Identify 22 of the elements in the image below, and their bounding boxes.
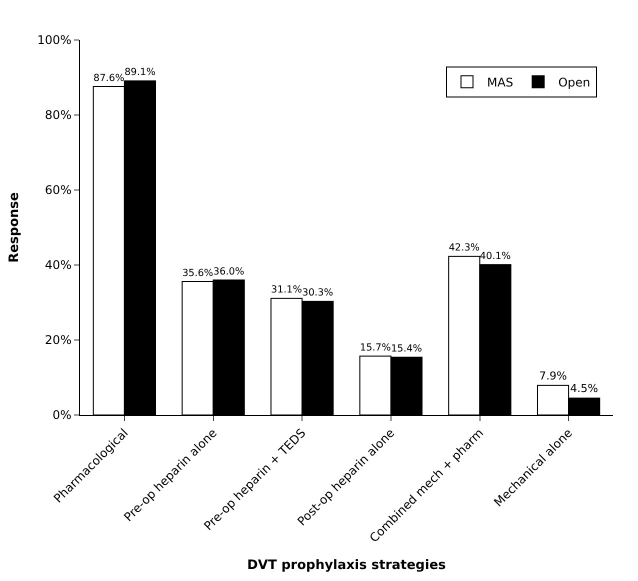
data-label: 89.1% [124, 67, 156, 78]
data-label: 87.6% [93, 72, 124, 84]
y-tick-label: 60% [44, 183, 72, 198]
y-tick-label: 20% [44, 333, 72, 348]
y-tick-label: 80% [44, 108, 72, 122]
data-label: 35.6% [182, 268, 214, 279]
y-tick-label: 40% [44, 258, 72, 272]
data-label: 7.9% [539, 369, 568, 382]
legend-label: MAS [487, 75, 514, 90]
y-axis-title: Response [7, 192, 22, 263]
data-label: 42.3% [448, 242, 480, 254]
legend-label: Open [558, 75, 590, 90]
x-axis-title: DVT prophylaxis strategies [247, 558, 446, 573]
data-label: 15.4% [390, 344, 422, 355]
data-label: 40.1% [480, 250, 511, 262]
data-label: 15.7% [360, 342, 391, 354]
y-tick-label: 100% [37, 33, 72, 48]
data-label: 31.1% [271, 284, 302, 296]
data-label: 4.5% [570, 382, 598, 396]
data-label: 30.3% [302, 288, 334, 299]
y-tick-label: 0% [52, 408, 72, 422]
data-label: 36.0% [213, 266, 244, 278]
